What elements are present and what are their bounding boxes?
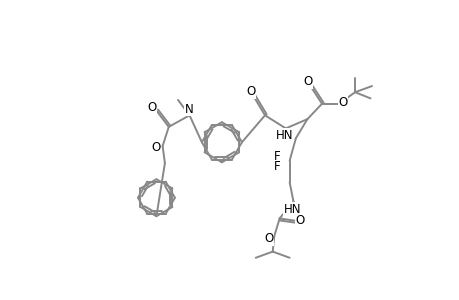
Text: N: N bbox=[184, 103, 193, 116]
Text: F: F bbox=[274, 160, 280, 173]
Text: O: O bbox=[151, 141, 160, 154]
Text: O: O bbox=[337, 96, 347, 109]
Text: O: O bbox=[295, 214, 304, 227]
Text: HN: HN bbox=[283, 203, 301, 216]
Text: O: O bbox=[147, 101, 156, 114]
Text: O: O bbox=[246, 85, 255, 98]
Text: O: O bbox=[263, 232, 273, 245]
Text: F: F bbox=[274, 150, 280, 164]
Text: O: O bbox=[303, 75, 312, 88]
Text: HN: HN bbox=[275, 129, 292, 142]
